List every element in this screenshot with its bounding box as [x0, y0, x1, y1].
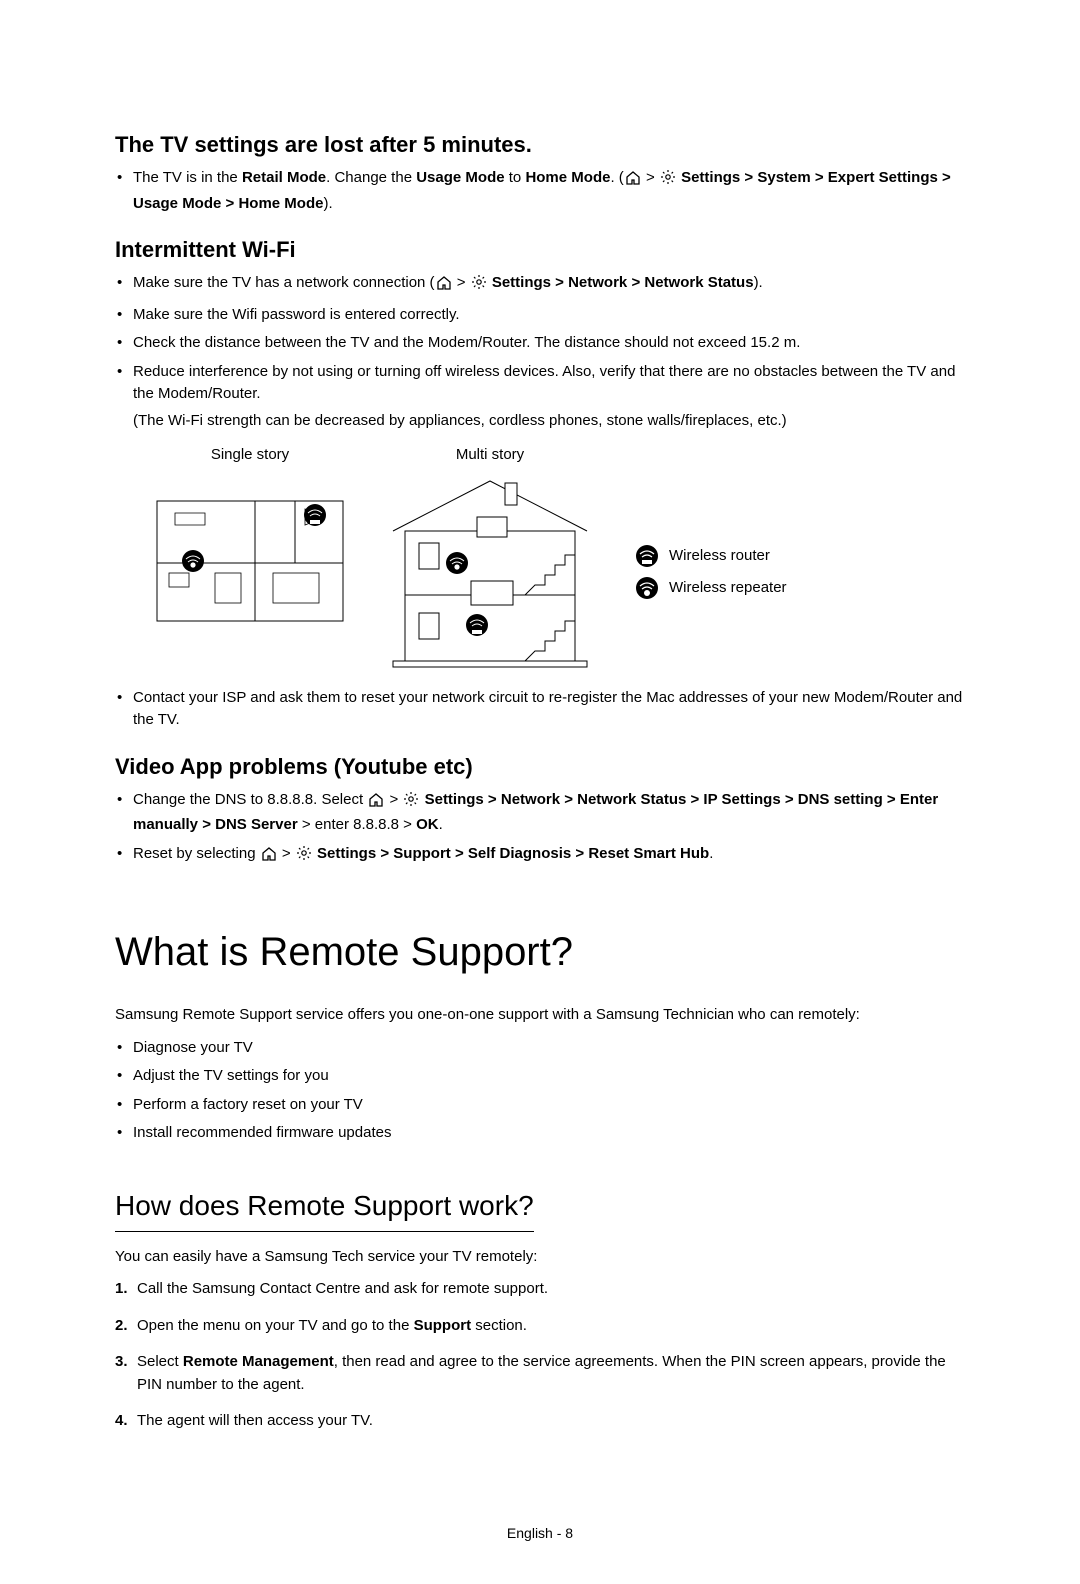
home-icon — [625, 170, 641, 193]
how-remote-intro: You can easily have a Samsung Tech servi… — [115, 1246, 965, 1269]
list-item: Contact your ISP and ask them to reset y… — [133, 687, 965, 732]
text: The TV is in the — [133, 169, 242, 186]
repeater-icon — [635, 576, 659, 600]
list-item: Make sure the TV has a network connectio… — [133, 272, 965, 298]
diagram-single-story: Single story — [155, 444, 345, 633]
legend-repeater: Wireless repeater — [635, 576, 787, 600]
list-item: Check the distance between the TV and th… — [133, 332, 965, 355]
list-item: The TV is in the Retail Mode. Change the… — [133, 167, 965, 215]
text: Make sure the TV has a network connectio… — [133, 274, 435, 291]
step-item: Select Remote Management, then read and … — [115, 1351, 965, 1396]
retail-mode-label: Retail Mode — [242, 169, 326, 186]
page-footer: English - 8 — [115, 1523, 965, 1544]
tv-settings-list: The TV is in the Retail Mode. Change the… — [115, 167, 965, 215]
remote-support-list: Diagnose your TV Adjust the TV settings … — [115, 1037, 965, 1145]
wifi-list: Make sure the TV has a network connectio… — [115, 272, 965, 432]
text: . — [439, 816, 443, 833]
list-item: Change the DNS to 8.8.8.8. Select > Sett… — [133, 789, 965, 837]
caption-multi-story: Multi story — [456, 444, 524, 467]
text: section. — [471, 1317, 527, 1334]
caption-single-story: Single story — [211, 444, 289, 467]
text: ). — [323, 195, 332, 212]
list-item: Make sure the Wifi password is entered c… — [133, 304, 965, 327]
section-title-tv-settings-lost: The TV settings are lost after 5 minutes… — [115, 128, 965, 161]
wifi-note: (The Wi-Fi strength can be decreased by … — [133, 410, 965, 433]
text: to — [505, 169, 526, 186]
text: . ( — [610, 169, 623, 186]
legend-label: Wireless repeater — [669, 577, 787, 600]
gear-icon — [296, 845, 312, 869]
usage-mode-label: Usage Mode — [416, 169, 504, 186]
nav-path: Settings > Support > Self Diagnosis > Re… — [317, 845, 709, 862]
gear-icon — [660, 169, 676, 193]
section-title-intermittent-wifi: Intermittent Wi-Fi — [115, 233, 965, 266]
text: > enter 8.8.8.8 > — [298, 816, 416, 833]
text: Open the menu on your TV and go to the — [137, 1317, 414, 1334]
legend-label: Wireless router — [669, 545, 770, 568]
nav-path: Settings > Network > Network Status — [492, 274, 754, 291]
text: . — [709, 845, 713, 862]
remote-support-intro: Samsung Remote Support service offers yo… — [115, 1004, 965, 1027]
heading-how-remote-support: How does Remote Support work? — [115, 1185, 534, 1232]
video-app-list: Change the DNS to 8.8.8.8. Select > Sett… — [115, 789, 965, 869]
list-item: Reset by selecting > Settings > Support … — [133, 843, 965, 869]
text: Reduce interference by not using or turn… — [133, 363, 955, 403]
list-item: Adjust the TV settings for you — [133, 1065, 965, 1088]
heading-remote-support: What is Remote Support? — [115, 922, 965, 982]
router-icon — [635, 544, 659, 568]
wifi-diagrams: Single story Multi story — [155, 444, 965, 673]
text: Select — [137, 1353, 183, 1370]
list-item: Install recommended firmware updates — [133, 1122, 965, 1145]
section-title-video-app: Video App problems (Youtube etc) — [115, 750, 965, 783]
text: . Change the — [326, 169, 416, 186]
gear-icon — [471, 274, 487, 298]
list-item: Diagnose your TV — [133, 1037, 965, 1060]
list-item: Perform a factory reset on your TV — [133, 1094, 965, 1117]
support-label: Support — [414, 1317, 472, 1334]
home-icon — [368, 792, 384, 815]
diagram-legend: Wireless router Wireless repeater — [635, 544, 787, 600]
diagram-multi-story: Multi story — [385, 444, 595, 673]
list-item: Reduce interference by not using or turn… — [133, 361, 965, 433]
multi-story-illustration — [385, 473, 595, 673]
step-item: Call the Samsung Contact Centre and ask … — [115, 1278, 965, 1301]
text: Change the DNS to 8.8.8.8. Select — [133, 791, 367, 808]
home-mode-label: Home Mode — [525, 169, 610, 186]
legend-router: Wireless router — [635, 544, 787, 568]
gear-icon — [403, 791, 419, 815]
step-item: The agent will then access your TV. — [115, 1410, 965, 1433]
remote-support-steps: Call the Samsung Contact Centre and ask … — [115, 1278, 965, 1433]
ok-label: OK — [416, 816, 439, 833]
text: ). — [754, 274, 763, 291]
single-story-illustration — [155, 473, 345, 633]
home-icon — [261, 846, 277, 869]
remote-management-label: Remote Management — [183, 1353, 334, 1370]
step-item: Open the menu on your TV and go to the S… — [115, 1315, 965, 1338]
text: Reset by selecting — [133, 845, 260, 862]
wifi-list-2: Contact your ISP and ask them to reset y… — [115, 687, 965, 732]
home-icon — [436, 275, 452, 298]
